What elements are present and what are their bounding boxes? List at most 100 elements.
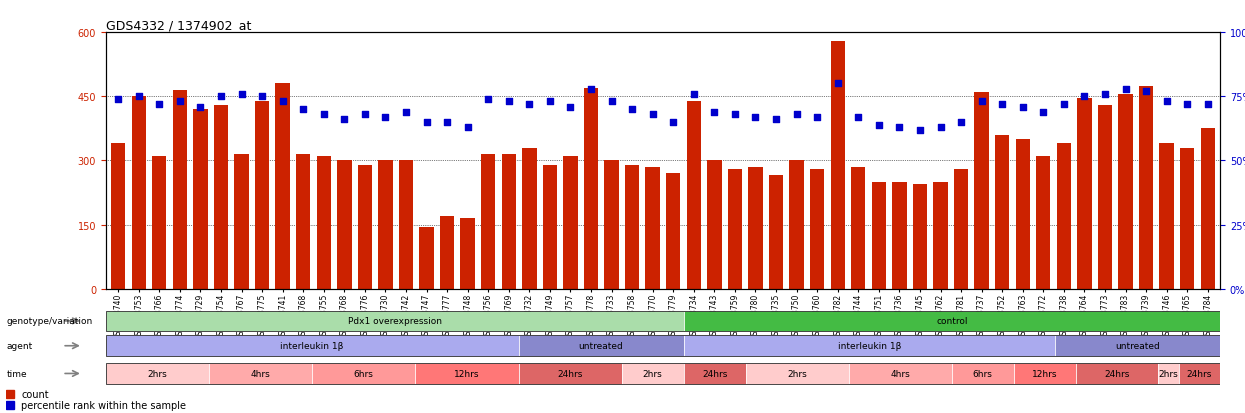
Point [869, 122, 889, 128]
Point [396, 109, 416, 116]
Bar [995, 135, 1010, 289]
Text: genotype/variation: genotype/variation [6, 317, 92, 325]
Bar [1180, 148, 1194, 289]
Bar [1036, 157, 1051, 289]
Bar [173, 91, 187, 289]
Bar [1057, 144, 1071, 289]
Bar [111, 144, 126, 289]
FancyBboxPatch shape [1158, 363, 1179, 384]
Text: 24hrs: 24hrs [702, 369, 727, 378]
Point [1116, 86, 1135, 93]
Text: control: control [936, 317, 967, 325]
Point [930, 124, 950, 131]
FancyBboxPatch shape [1179, 363, 1220, 384]
Bar [975, 93, 989, 289]
Point [622, 107, 642, 113]
FancyBboxPatch shape [746, 363, 849, 384]
Bar [316, 157, 331, 289]
Bar [296, 155, 310, 289]
Text: interleukin 1β: interleukin 1β [280, 342, 344, 350]
Bar [625, 165, 640, 289]
Point [1157, 99, 1177, 105]
Point [335, 117, 355, 123]
FancyBboxPatch shape [952, 363, 1013, 384]
Text: 4hrs: 4hrs [250, 369, 270, 378]
Bar [769, 176, 783, 289]
Bar [132, 97, 146, 289]
Point [1137, 89, 1157, 95]
Text: agent: agent [6, 342, 32, 350]
FancyBboxPatch shape [106, 311, 684, 331]
Bar [398, 161, 413, 289]
Bar [872, 183, 886, 289]
FancyBboxPatch shape [684, 311, 1220, 331]
Point [376, 114, 396, 121]
Bar [255, 101, 269, 289]
Bar [913, 185, 928, 289]
Text: time: time [6, 369, 27, 378]
Bar [461, 219, 474, 289]
Bar [378, 161, 392, 289]
Text: interleukin 1β: interleukin 1β [838, 342, 901, 350]
Point [971, 99, 991, 105]
Point [314, 112, 334, 118]
Bar [563, 157, 578, 289]
Text: 6hrs: 6hrs [972, 369, 992, 378]
Bar [152, 157, 167, 289]
Bar [748, 168, 763, 289]
Point [951, 119, 971, 126]
Point [458, 124, 478, 131]
Text: 24hrs: 24hrs [1104, 369, 1129, 378]
FancyBboxPatch shape [849, 363, 952, 384]
Point [828, 81, 848, 88]
Bar [934, 183, 947, 289]
FancyBboxPatch shape [1055, 336, 1220, 356]
FancyBboxPatch shape [209, 363, 312, 384]
Point [992, 102, 1012, 108]
Bar [893, 183, 906, 289]
Point [273, 99, 293, 105]
Bar [645, 168, 660, 289]
Bar [954, 170, 969, 289]
FancyBboxPatch shape [106, 363, 209, 384]
Bar [214, 106, 228, 289]
Point [581, 86, 601, 93]
Bar [357, 165, 372, 289]
FancyBboxPatch shape [312, 363, 416, 384]
Point [169, 99, 189, 105]
Bar [1139, 86, 1153, 289]
Point [766, 117, 786, 123]
Text: 12hrs: 12hrs [454, 369, 479, 378]
Point [232, 91, 251, 98]
Text: 2hrs: 2hrs [787, 369, 807, 378]
Point [889, 124, 909, 131]
Point [601, 99, 621, 105]
Point [807, 114, 827, 121]
Bar [337, 161, 351, 289]
Bar [234, 155, 249, 289]
Point [642, 112, 662, 118]
Point [355, 112, 375, 118]
Bar [604, 161, 619, 289]
Text: 12hrs: 12hrs [1032, 369, 1057, 378]
Text: 24hrs: 24hrs [1186, 369, 1213, 378]
Bar [481, 155, 496, 289]
Point [1198, 102, 1218, 108]
Point [128, 94, 148, 100]
Bar [1118, 95, 1133, 289]
Text: 4hrs: 4hrs [890, 369, 910, 378]
Point [540, 99, 560, 105]
Text: 2hrs: 2hrs [1159, 369, 1178, 378]
FancyBboxPatch shape [684, 336, 1055, 356]
Point [910, 127, 930, 134]
Text: 2hrs: 2hrs [642, 369, 662, 378]
Point [664, 119, 684, 126]
Bar [810, 170, 824, 289]
Point [684, 91, 703, 98]
Point [1074, 94, 1094, 100]
FancyBboxPatch shape [1076, 363, 1158, 384]
Text: GDS4332 / 1374902_at: GDS4332 / 1374902_at [106, 19, 251, 32]
Point [1033, 109, 1053, 116]
Bar [420, 227, 433, 289]
Point [190, 104, 210, 111]
